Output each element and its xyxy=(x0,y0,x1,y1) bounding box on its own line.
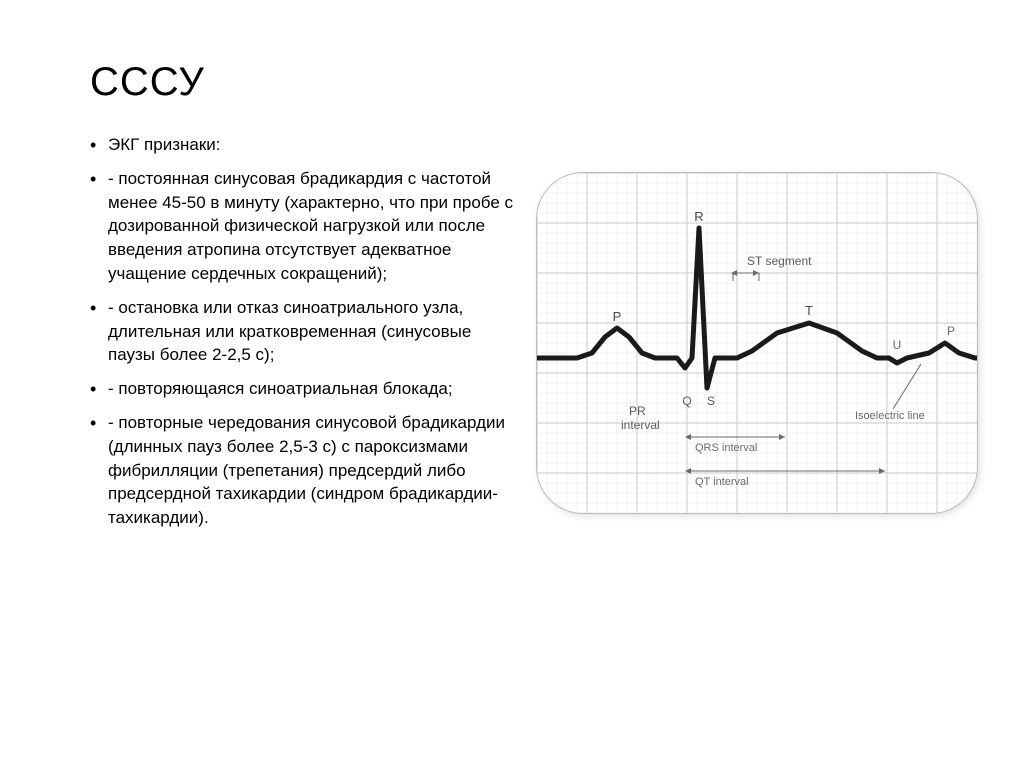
svg-text:QRS interval: QRS interval xyxy=(695,442,757,454)
ecg-svg: R P T U P Q S ST segment PRinterval QRS interval Q… xyxy=(537,173,977,513)
list-item: ЭКГ признаки: xyxy=(90,133,520,157)
svg-text:S: S xyxy=(707,394,715,408)
list-item: - повторные чередования синусовой брадик… xyxy=(90,411,520,530)
svg-text:QT interval: QT interval xyxy=(695,476,749,488)
bullet-column: ЭКГ признаки: - постоянная синусовая бра… xyxy=(90,133,530,540)
svg-text:Q: Q xyxy=(682,394,691,408)
svg-text:T: T xyxy=(805,303,813,318)
list-item: - остановка или отказ синоатриального уз… xyxy=(90,296,520,367)
page-title: СССУ xyxy=(90,60,984,105)
svg-text:interval: interval xyxy=(621,418,660,432)
svg-text:P: P xyxy=(613,309,622,324)
svg-text:U: U xyxy=(893,338,902,352)
content-row: ЭКГ признаки: - постоянная синусовая бра… xyxy=(90,133,984,540)
bullet-list: ЭКГ признаки: - постоянная синусовая бра… xyxy=(90,133,520,530)
list-item: - постоянная синусовая брадикардия с час… xyxy=(90,167,520,286)
svg-text:PR: PR xyxy=(629,404,646,418)
figure-column: R P T U P Q S ST segment PRinterval QRS interval Q… xyxy=(530,133,984,513)
svg-text:Isoelectric line: Isoelectric line xyxy=(855,410,925,422)
svg-text:P: P xyxy=(947,324,955,338)
list-item: - повторяющаяся синоатриальная блокада; xyxy=(90,377,520,401)
ecg-diagram: R P T U P Q S ST segment PRinterval QRS interval Q… xyxy=(537,173,977,513)
svg-text:ST segment: ST segment xyxy=(747,254,812,268)
svg-text:R: R xyxy=(694,209,703,224)
